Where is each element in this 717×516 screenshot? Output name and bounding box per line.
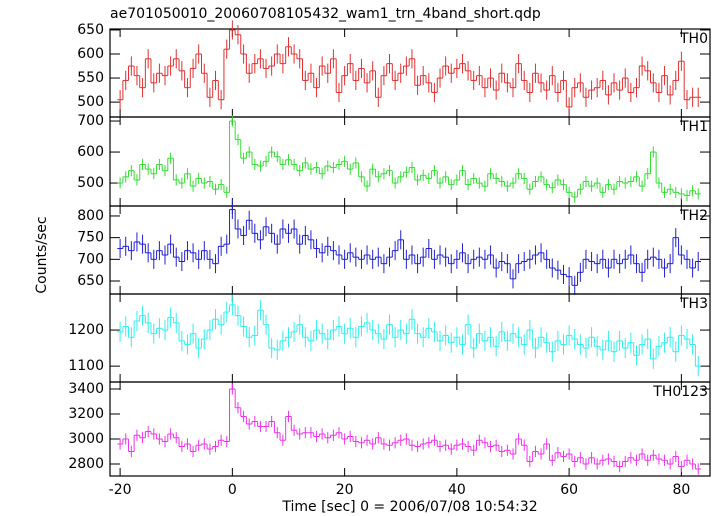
panel-frame: [109, 205, 711, 295]
x-tick-label: -20: [109, 482, 132, 498]
y-tick-label: 1100: [68, 358, 104, 374]
y-tick-label: 500: [77, 175, 104, 191]
y-tick-label: 1200: [68, 322, 104, 338]
panel-label: TH0123: [652, 384, 708, 400]
y-tick-label: 700: [77, 251, 104, 267]
panel-frame: [109, 381, 711, 477]
y-tick-label: 800: [77, 208, 104, 224]
x-axis-label: Time [sec] 0 = 2006/07/08 10:54:32: [281, 499, 537, 515]
y-tick-label: 2800: [68, 456, 104, 472]
y-tick-label: 600: [77, 46, 104, 62]
y-tick-label: 750: [77, 230, 104, 246]
x-tick-label: 20: [336, 482, 354, 498]
panel-label: TH3: [679, 296, 708, 312]
x-tick-label: 0: [228, 482, 237, 498]
y-tick-label: 500: [77, 94, 104, 110]
y-tick-label: 3200: [68, 406, 104, 422]
y-tick-label: 650: [77, 22, 104, 38]
chart-title: ae701050010_20060708105432_wam1_trn_4ban…: [110, 6, 541, 22]
panel-label: TH1: [679, 119, 708, 135]
panel-label: TH0: [679, 31, 708, 47]
y-tick-label: 3000: [68, 431, 104, 447]
y-tick-label: 3400: [68, 381, 104, 397]
x-tick-label: 40: [448, 482, 466, 498]
panel-label: TH2: [679, 208, 708, 224]
y-tick-label: 550: [77, 70, 104, 86]
panel-frame: [109, 28, 711, 118]
x-tick-label: 60: [560, 482, 578, 498]
y-tick-label: 650: [77, 273, 104, 289]
y-axis-label: Counts/sec: [34, 216, 50, 293]
x-tick-label: 80: [672, 482, 690, 498]
y-tick-label: 700: [77, 113, 104, 129]
panel-frame: [109, 116, 711, 207]
y-tick-label: 600: [77, 144, 104, 160]
